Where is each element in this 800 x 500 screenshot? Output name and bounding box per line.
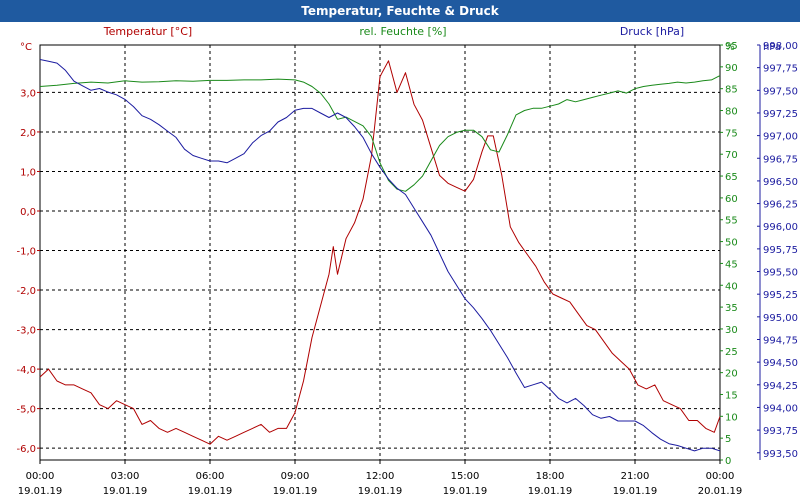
pressure-unit-label: hPa xyxy=(763,42,781,53)
temperature-tick-label: 2,0 xyxy=(20,128,36,139)
grid xyxy=(39,45,721,460)
pressure-tick-label: 996,00 xyxy=(763,222,798,233)
temperature-tick-label: 1,0 xyxy=(20,167,36,178)
humidity-tick-label: 45 xyxy=(725,259,738,270)
date-tick-label: 20.01.19 xyxy=(698,486,743,497)
humidity-tick-label: 5 xyxy=(725,434,731,445)
time-tick-label: 12:00 xyxy=(366,471,395,482)
humidity-tick-label: 80 xyxy=(725,107,738,118)
temperature-unit-label: °C xyxy=(20,42,32,53)
pressure-tick-label: 994,25 xyxy=(763,381,798,392)
humidity-tick-label: 50 xyxy=(725,238,738,249)
pressure-tick-label: 994,50 xyxy=(763,358,798,369)
humidity-tick-label: 25 xyxy=(725,347,738,358)
pressure-tick-label: 995,25 xyxy=(763,290,798,301)
temperature-tick-label: -4,0 xyxy=(16,365,36,376)
temperature-tick-label: -1,0 xyxy=(16,247,36,258)
pressure-tick-label: 994,00 xyxy=(763,403,798,414)
humidity-tick-label: 20 xyxy=(725,369,738,380)
humidity-tick-label: 30 xyxy=(725,325,738,336)
pressure-tick-label: 995,75 xyxy=(763,245,798,256)
window-title: Temperatur, Feuchte & Druck xyxy=(0,0,800,22)
humidity-tick-label: 85 xyxy=(725,85,738,96)
pressure-tick-label: 994,75 xyxy=(763,335,798,346)
time-tick-label: 15:00 xyxy=(451,471,480,482)
pressure-tick-label: 996,25 xyxy=(763,200,798,211)
pressure-tick-label: 993,50 xyxy=(763,449,798,460)
time-tick-label: 21:00 xyxy=(621,471,650,482)
pressure-tick-label: 996,75 xyxy=(763,154,798,165)
humidity-tick-label: 70 xyxy=(725,150,738,161)
pressure-tick-label: 995,50 xyxy=(763,268,798,279)
humidity-axis-title: rel. Feuchte [%] xyxy=(359,25,446,38)
pressure-tick-label: 993,75 xyxy=(763,426,798,437)
temperature-tick-label: 3,0 xyxy=(20,88,36,99)
humidity-tick-label: 95 xyxy=(725,41,738,52)
pressure-axis-title: Druck [hPa] xyxy=(620,25,684,38)
time-tick-label: 00:00 xyxy=(26,471,55,482)
date-tick-label: 19.01.19 xyxy=(528,486,573,497)
date-tick-label: 19.01.19 xyxy=(358,486,403,497)
temperature-tick-label: 0,0 xyxy=(20,207,36,218)
date-tick-label: 19.01.19 xyxy=(18,486,63,497)
pressure-tick-label: 995,00 xyxy=(763,313,798,324)
time-tick-label: 09:00 xyxy=(281,471,310,482)
pressure-line xyxy=(39,59,721,452)
pressure-tick-label: 997,50 xyxy=(763,86,798,97)
humidity-line xyxy=(39,75,721,192)
temperature-axis-title: Temperatur [°C] xyxy=(103,25,192,38)
series-layer xyxy=(39,59,721,452)
date-tick-label: 19.01.19 xyxy=(103,486,148,497)
humidity-tick-label: 65 xyxy=(725,172,738,183)
temperature-tick-label: -6,0 xyxy=(16,444,36,455)
date-tick-label: 19.01.19 xyxy=(613,486,658,497)
date-tick-label: 19.01.19 xyxy=(273,486,318,497)
date-tick-label: 19.01.19 xyxy=(443,486,488,497)
date-tick-label: 19.01.19 xyxy=(188,486,233,497)
humidity-tick-label: 35 xyxy=(725,303,738,314)
humidity-tick-label: 15 xyxy=(725,390,738,401)
time-tick-label: 00:00 xyxy=(706,471,735,482)
humidity-tick-label: 90 xyxy=(725,63,738,74)
temperature-line xyxy=(39,60,721,445)
humidity-unit-label: % xyxy=(725,42,735,53)
humidity-tick-label: 40 xyxy=(725,281,738,292)
temperature-axis: 3,0 2,0 1,0 0,0 -1,0 -2,0 -3,0 -4,0 -5,0 -6,0 xyxy=(16,88,40,455)
pressure-tick-label: 997,25 xyxy=(763,109,798,120)
temperature-tick-label: -2,0 xyxy=(16,286,36,297)
pressure-axis: 998,00 997,75 997,50 997,25 997,00 996,75 996,… xyxy=(757,41,798,460)
time-tick-label: 06:00 xyxy=(196,471,225,482)
humidity-tick-label: 10 xyxy=(725,412,738,423)
temperature-tick-label: -5,0 xyxy=(16,405,36,416)
pressure-tick-label: 998,00 xyxy=(763,41,798,52)
humidity-tick-label: 0 xyxy=(725,456,731,467)
time-tick-label: 18:00 xyxy=(536,471,565,482)
humidity-tick-label: 75 xyxy=(725,128,738,139)
pressure-tick-label: 997,00 xyxy=(763,132,798,143)
humidity-tick-label: 55 xyxy=(725,216,738,227)
humidity-tick-label: 60 xyxy=(725,194,738,205)
pressure-tick-label: 996,50 xyxy=(763,177,798,188)
temperature-tick-label: -3,0 xyxy=(16,326,36,337)
time-axis: 00:00 19.01.19 03:00 19.01.19 06:00 19.01.19 0… xyxy=(18,460,743,497)
time-tick-label: 03:00 xyxy=(111,471,140,482)
pressure-tick-label: 997,75 xyxy=(763,64,798,75)
